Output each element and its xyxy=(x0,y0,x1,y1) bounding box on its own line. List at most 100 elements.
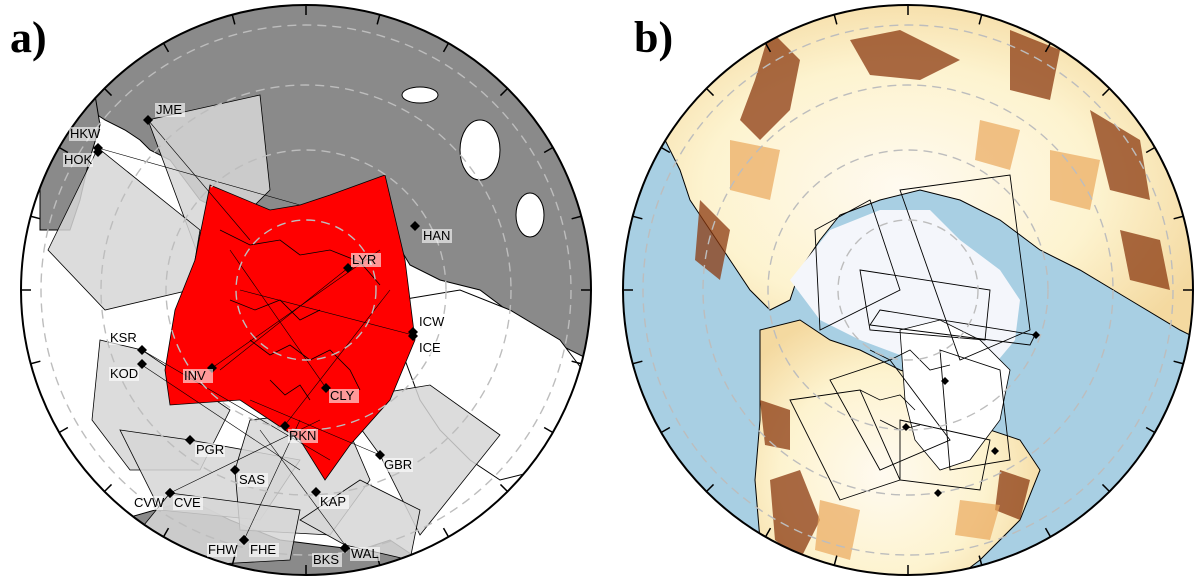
station-label-bg xyxy=(418,315,448,329)
station-label-kod: KOD xyxy=(110,366,138,381)
station-label-ice: ICE xyxy=(419,340,441,355)
tick-mark xyxy=(162,527,170,538)
station-marker-lyr xyxy=(343,263,353,273)
tick-mark xyxy=(376,14,381,25)
tick-mark xyxy=(499,483,509,493)
station-marker-pgr xyxy=(185,435,195,445)
tick-mark xyxy=(1101,87,1111,97)
station-marker-han xyxy=(410,221,420,231)
tick-mark xyxy=(660,426,671,434)
tick-mark xyxy=(1145,146,1156,154)
station-label-bg xyxy=(195,443,225,457)
station-marker-hok xyxy=(93,147,103,157)
tick-mark xyxy=(1044,42,1052,53)
station-label-cvw: CVW xyxy=(134,495,165,510)
island-1 xyxy=(459,119,501,181)
station-label-hkw: HKW xyxy=(70,126,101,141)
station-label-bg xyxy=(155,103,185,117)
station-label-bg xyxy=(351,253,381,267)
station-label-bg xyxy=(422,229,452,243)
tick-mark xyxy=(632,215,643,220)
panel-a-ticks xyxy=(21,5,591,575)
station-label-fhe: FHE xyxy=(250,542,276,557)
station-label-bg xyxy=(69,127,99,141)
marker-b-2 xyxy=(941,377,949,385)
fov-outlines-b xyxy=(789,174,1036,501)
tick-mark xyxy=(499,87,509,97)
fov-red-group xyxy=(164,174,416,481)
station-label-bg xyxy=(133,496,163,510)
island-3 xyxy=(401,86,439,104)
station-label-hok: HOK xyxy=(64,152,93,167)
station-label-wal: WAL xyxy=(351,546,379,561)
tick-mark xyxy=(30,215,41,220)
station-marker-rkn xyxy=(280,421,290,431)
fov-red-inv xyxy=(164,174,416,481)
tick-mark xyxy=(162,42,170,53)
panel-b-label: b) xyxy=(634,13,674,62)
station-marker-jme xyxy=(143,115,153,125)
terrain-ridges xyxy=(695,30,1170,560)
station-marker-fhe xyxy=(239,535,249,545)
station-label-fhw: FHW xyxy=(208,542,238,557)
tick-mark xyxy=(58,146,69,154)
station-label-lyr: LYR xyxy=(352,252,376,267)
station-label-cly: CLY xyxy=(330,388,355,403)
island-2 xyxy=(515,192,545,238)
tick-mark xyxy=(442,42,450,53)
station-label-sas: SAS xyxy=(239,472,265,487)
station-label-bg xyxy=(312,553,342,567)
tick-mark xyxy=(103,87,113,97)
station-label-bg xyxy=(383,458,413,472)
tick-mark xyxy=(705,87,715,97)
tick-mark xyxy=(1145,426,1156,434)
tick-mark xyxy=(1173,360,1184,365)
fov-gray-hok xyxy=(47,147,201,311)
tick-mark xyxy=(1044,527,1052,538)
station-label-pgr: PGR xyxy=(196,442,224,457)
tick-mark xyxy=(764,527,772,538)
station-marker-kap xyxy=(311,487,321,497)
station-label-bg xyxy=(173,496,203,510)
station-label-bg xyxy=(109,331,139,345)
station-markers-b xyxy=(902,331,1040,497)
station-marker-ice xyxy=(408,331,418,341)
tick-mark xyxy=(705,483,715,493)
station-label-kap: KAP xyxy=(320,494,346,509)
station-label-bks: BKS xyxy=(313,552,339,567)
station-marker-gbr xyxy=(375,450,385,460)
station-label-bg xyxy=(288,429,318,443)
station-label-inv: INV xyxy=(184,368,206,383)
station-label-bg xyxy=(238,473,268,487)
station-label-bg xyxy=(329,389,359,403)
station-label-han: HAN xyxy=(423,228,450,243)
tick-mark xyxy=(764,42,772,53)
tick-mark xyxy=(231,14,236,25)
tick-mark xyxy=(571,215,582,220)
tick-mark xyxy=(231,555,236,566)
marker-b-3 xyxy=(902,423,910,431)
station-marker-cve xyxy=(165,488,175,498)
station-label-bg xyxy=(109,367,139,381)
station-label-rkn: RKN xyxy=(289,428,316,443)
tick-mark xyxy=(571,360,582,365)
tick-mark xyxy=(30,360,41,365)
station-marker-cly xyxy=(321,383,331,393)
tick-mark xyxy=(1173,215,1184,220)
marker-b-5 xyxy=(934,489,942,497)
tick-mark xyxy=(833,555,838,566)
tick-mark xyxy=(103,483,113,493)
panel-a-label: a) xyxy=(10,13,47,62)
latitude-circles xyxy=(40,24,572,556)
station-marker-kod xyxy=(137,359,147,369)
station-marker-wal xyxy=(340,543,350,553)
station-label-bg xyxy=(207,543,237,557)
station-label-cve: CVE xyxy=(174,495,201,510)
tick-mark xyxy=(442,527,450,538)
latitude-circles-b xyxy=(642,24,1174,556)
tick-mark xyxy=(58,426,69,434)
tick-mark xyxy=(632,360,643,365)
tick-mark xyxy=(833,14,838,25)
tick-mark xyxy=(660,146,671,154)
marker-b-1 xyxy=(1032,331,1040,339)
